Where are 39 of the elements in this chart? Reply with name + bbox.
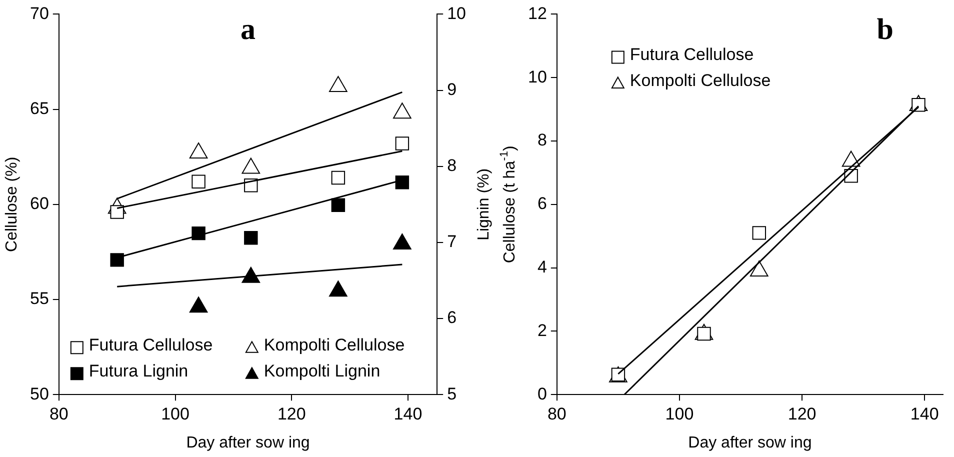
chart-title: b	[876, 12, 894, 46]
y2-tick-label: 8	[447, 156, 457, 176]
x-axis-title: Day after sow ing	[186, 434, 310, 452]
legend-label: Futura Cellulose	[630, 44, 754, 64]
x-tick-label: 140	[910, 404, 939, 424]
y-tick-label: 2	[537, 320, 547, 340]
y2-tick-label: 7	[447, 232, 457, 252]
y-tick-label: 60	[30, 194, 49, 214]
legend-label: Futura Cellulose	[88, 335, 213, 354]
y2-tick-label: 6	[447, 308, 457, 328]
x-tick-label: 80	[49, 404, 68, 424]
y-tick-label: 65	[30, 98, 49, 118]
x-tick-label: 140	[394, 404, 422, 424]
legend-label: Kompolti Cellulose	[264, 335, 405, 354]
x-tick-label: 120	[277, 404, 306, 424]
y-tick-label: 55	[30, 289, 49, 308]
y-tick-label: 70	[30, 4, 49, 23]
y-tick-label: 50	[30, 384, 49, 404]
y-tick-label: 6	[537, 194, 547, 214]
y-tick-label: 12	[528, 4, 547, 23]
x-axis-title: Day after sow ing	[688, 434, 812, 452]
x-tick-label: 100	[665, 404, 694, 424]
y-axis-title: Cellulose (t ha-1)	[498, 146, 518, 264]
legend-label: Kompolti Cellulose	[630, 70, 771, 90]
y2-axis-title: Lignin (%)	[475, 168, 492, 240]
y-axis-title: Cellulose (%)	[3, 156, 20, 252]
x-tick-label: 120	[788, 404, 816, 424]
chart-title: a	[240, 12, 256, 46]
y2-tick-label: 9	[447, 80, 457, 99]
y2-tick-label: 10	[447, 4, 466, 23]
y2-tick-label: 5	[447, 384, 457, 404]
y-tick-label: 8	[537, 130, 547, 150]
x-tick-label: 80	[547, 404, 566, 424]
y-tick-label: 0	[537, 384, 547, 404]
x-tick-label: 100	[161, 404, 190, 424]
y-tick-label: 10	[528, 67, 547, 86]
y-tick-label: 4	[537, 257, 547, 276]
legend-label: Futura Lignin	[88, 361, 188, 380]
legend-label: Kompolti Lignin	[264, 361, 380, 380]
